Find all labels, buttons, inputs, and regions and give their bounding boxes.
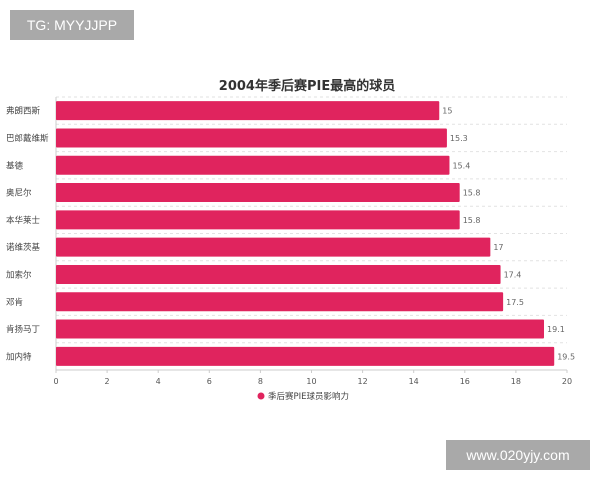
watermark-top: TG: MYYJJPP xyxy=(10,10,134,40)
x-tick-label: 0 xyxy=(53,377,58,386)
category-label: 诺维茨基 xyxy=(6,242,41,253)
x-tick-label: 2 xyxy=(105,377,110,386)
bar[interactable] xyxy=(56,128,447,148)
x-tick-label: 12 xyxy=(358,377,368,386)
bar[interactable] xyxy=(56,210,460,230)
value-label: 15.8 xyxy=(463,189,481,198)
legend-label: 季后赛PIE球员影响力 xyxy=(268,391,349,402)
legend[interactable]: 季后赛PIE球员影响力 xyxy=(257,391,350,402)
x-tick-label: 8 xyxy=(258,377,263,386)
value-label: 19.5 xyxy=(557,352,575,361)
value-label: 15.3 xyxy=(450,134,468,143)
x-tick-label: 14 xyxy=(409,377,419,386)
bar[interactable] xyxy=(56,292,504,312)
value-label: 17.4 xyxy=(504,270,522,279)
category-label: 巴郎戴维斯 xyxy=(6,133,49,144)
category-label: 本华莱士 xyxy=(6,215,41,226)
x-tick-label: 4 xyxy=(156,377,161,386)
bars xyxy=(56,101,555,366)
category-label: 奥尼尔 xyxy=(6,188,32,199)
value-label: 15.4 xyxy=(452,161,470,170)
x-tick-label: 20 xyxy=(562,377,572,386)
value-label: 17 xyxy=(493,243,503,252)
x-tick-label: 6 xyxy=(207,377,212,386)
bar[interactable] xyxy=(56,183,460,203)
x-axis-ticks: 0 2 4 6 8 10 12 14 16 18 20 xyxy=(53,370,572,386)
x-tick-label: 16 xyxy=(460,377,470,386)
value-labels: 15 15.3 15.4 15.8 15.8 17 17.4 17.5 19.1 19.5 xyxy=(442,107,575,362)
bar[interactable] xyxy=(56,319,545,339)
watermark-bottom: www.020yjy.com xyxy=(446,440,590,470)
bar[interactable] xyxy=(56,237,491,257)
value-label: 15.8 xyxy=(463,216,481,225)
category-label: 加索尔 xyxy=(6,269,32,280)
x-tick-label: 18 xyxy=(511,377,521,386)
chart-title: 2004年季后赛PIE最高的球员 xyxy=(219,78,395,94)
x-tick-label: 10 xyxy=(306,377,316,386)
value-label: 17.5 xyxy=(506,298,524,307)
bar[interactable] xyxy=(56,155,450,175)
category-label: 弗朗西斯 xyxy=(6,106,41,117)
value-label: 15 xyxy=(442,107,452,116)
legend-marker xyxy=(257,392,265,400)
bar[interactable] xyxy=(56,346,555,366)
value-label: 19.1 xyxy=(547,325,565,334)
category-label: 肯扬马丁 xyxy=(6,324,40,335)
category-label: 基德 xyxy=(6,160,24,171)
bar[interactable] xyxy=(56,101,440,121)
category-label: 加内特 xyxy=(6,351,32,362)
bar[interactable] xyxy=(56,264,501,284)
category-label: 邓肯 xyxy=(6,297,23,308)
